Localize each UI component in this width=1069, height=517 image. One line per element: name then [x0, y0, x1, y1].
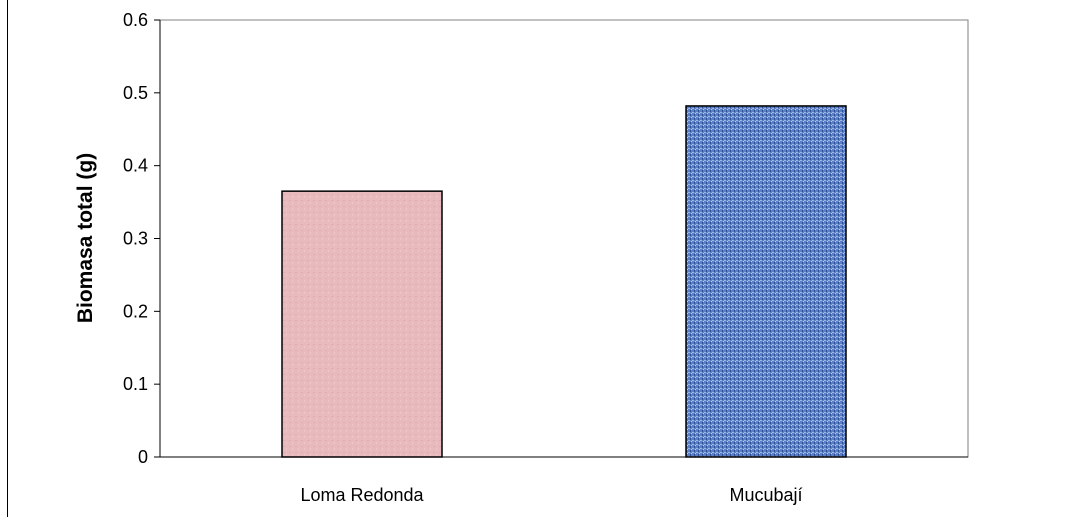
bar-loma-redonda [281, 190, 443, 458]
x-category-label: Mucubají [729, 485, 802, 505]
x-axis: Loma Redonda Mucubají [160, 456, 968, 505]
bar-mucubaj- [685, 105, 847, 458]
y-tick-label: 0.2 [123, 301, 148, 321]
x-category-label: Loma Redonda [300, 485, 424, 505]
y-tick-label: 0.6 [123, 10, 148, 30]
plot-area [159, 19, 969, 458]
y-tick-label: 0.3 [123, 229, 148, 249]
y-tick-label: 0.1 [123, 374, 148, 394]
y-tick-label: 0.5 [123, 83, 148, 103]
y-axis: 0 0.1 0.2 0.3 0.4 0.5 0.6 [123, 10, 161, 467]
y-tick-label: 0.4 [123, 156, 148, 176]
y-tick-label: 0 [138, 447, 148, 467]
chart-frame-border [7, 0, 8, 517]
y-axis-title: Biomasa total (g) [74, 153, 97, 323]
